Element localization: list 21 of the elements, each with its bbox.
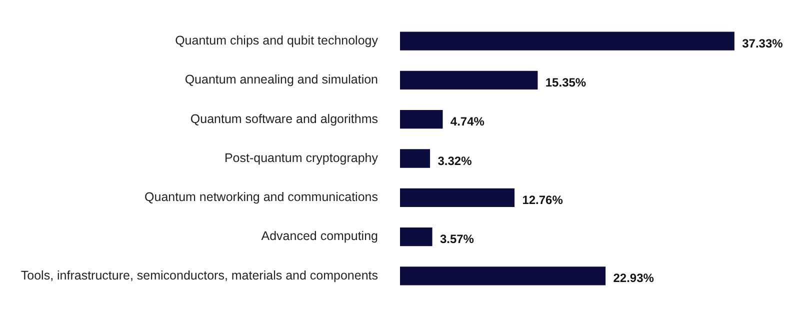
data-label: 12.76% xyxy=(522,192,564,207)
y-tick-label: Tools, infrastructure, semiconductors, materials and components xyxy=(20,268,378,282)
data-label: 3.32% xyxy=(438,154,472,168)
data-label: 37.33% xyxy=(742,36,784,50)
y-tick-label: Post-quantum cryptography xyxy=(224,150,379,165)
y-tick-label: Quantum software and algorithms xyxy=(190,112,378,126)
y-tick-label: Quantum networking and communications xyxy=(144,190,378,204)
y-tick-label: Advanced computing xyxy=(261,229,378,244)
bar xyxy=(400,188,515,207)
bar xyxy=(400,70,538,90)
y-tick-label: Quantum chips and qubit technology xyxy=(175,34,379,48)
y-tick-label: Quantum annealing and simulation xyxy=(184,72,378,87)
bar xyxy=(400,32,734,50)
bar xyxy=(400,149,430,168)
bar xyxy=(400,110,443,129)
bar xyxy=(400,266,606,286)
data-label: 3.57% xyxy=(440,232,474,246)
data-label: 22.93% xyxy=(613,271,654,286)
data-label: 4.74% xyxy=(450,114,485,129)
bar xyxy=(400,227,432,246)
data-label: 15.35% xyxy=(545,76,586,90)
